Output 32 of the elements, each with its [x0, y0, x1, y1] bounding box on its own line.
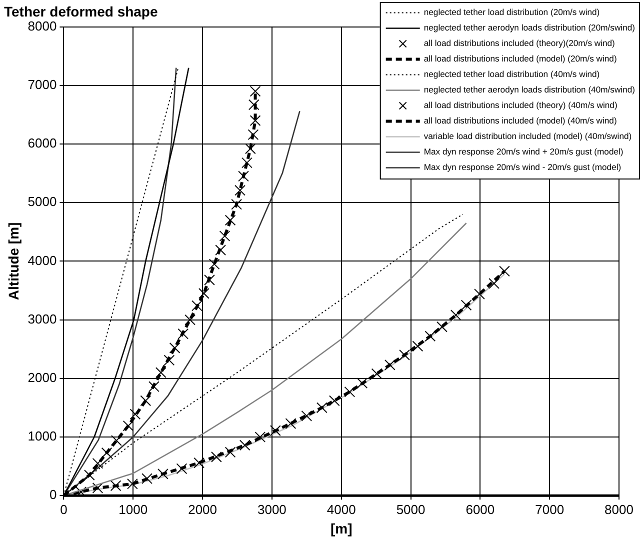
x-tick-label: 3000 — [257, 502, 286, 517]
y-tick-label: 8000 — [28, 18, 57, 34]
x-axis-title: [m] — [330, 520, 352, 536]
y-tick-label: 6000 — [28, 136, 57, 151]
legend-label: variable load distribution included (model) (40m/swind) — [424, 131, 632, 142]
legend-label: neglected tether load distribution (40m/s wind) — [424, 69, 600, 80]
legend-label: Max dyn response 20m/s wind + 20m/s gust (model) — [424, 146, 624, 157]
x-tick-label: 6000 — [466, 502, 495, 517]
x-tick-label: 5000 — [396, 502, 426, 517]
legend-label: neglected tether load distribution (20m/s wind) — [424, 7, 600, 18]
y-tick-label: 1000 — [28, 428, 57, 444]
y-tick-label: 4000 — [28, 252, 57, 268]
y-tick-label: 3000 — [28, 311, 57, 326]
x-tick-label: 0 — [60, 502, 68, 517]
x-tick-label: 2000 — [188, 502, 217, 517]
chart-title: Tether deformed shape — [4, 3, 158, 20]
y-tick-label: 7000 — [28, 76, 57, 92]
legend-label: all load distributions included (theory) (40m/s wind) — [424, 100, 618, 110]
y-tick-label: 2000 — [28, 370, 57, 385]
x-tick-label: 8000 — [604, 502, 634, 517]
y-tick-label: 5000 — [28, 194, 57, 210]
y-axis-title: Altitude [m] — [5, 222, 22, 300]
y-tick-label: 0 — [49, 487, 57, 502]
legend-label: all load distributions included (model) (40m/s wind) — [424, 116, 617, 126]
x-tick-label: 1000 — [118, 502, 148, 517]
legend-label: neglected tether aerodyn loads distribution (40m/swind) — [424, 84, 636, 95]
legend-label: neglected tether aerodyn loads distribution (20m/swind) — [424, 22, 636, 33]
legend-label: all load distributions included (model) (20m/s wind) — [424, 54, 617, 64]
x-tick-label: 7000 — [535, 502, 564, 517]
legend-label: all load distributions included (theory)(20m/s wind) — [424, 38, 616, 48]
x-tick-label: 4000 — [326, 502, 356, 517]
legend-label: Max dyn response 20m/s wind - 20m/s gust (model) — [424, 162, 622, 172]
